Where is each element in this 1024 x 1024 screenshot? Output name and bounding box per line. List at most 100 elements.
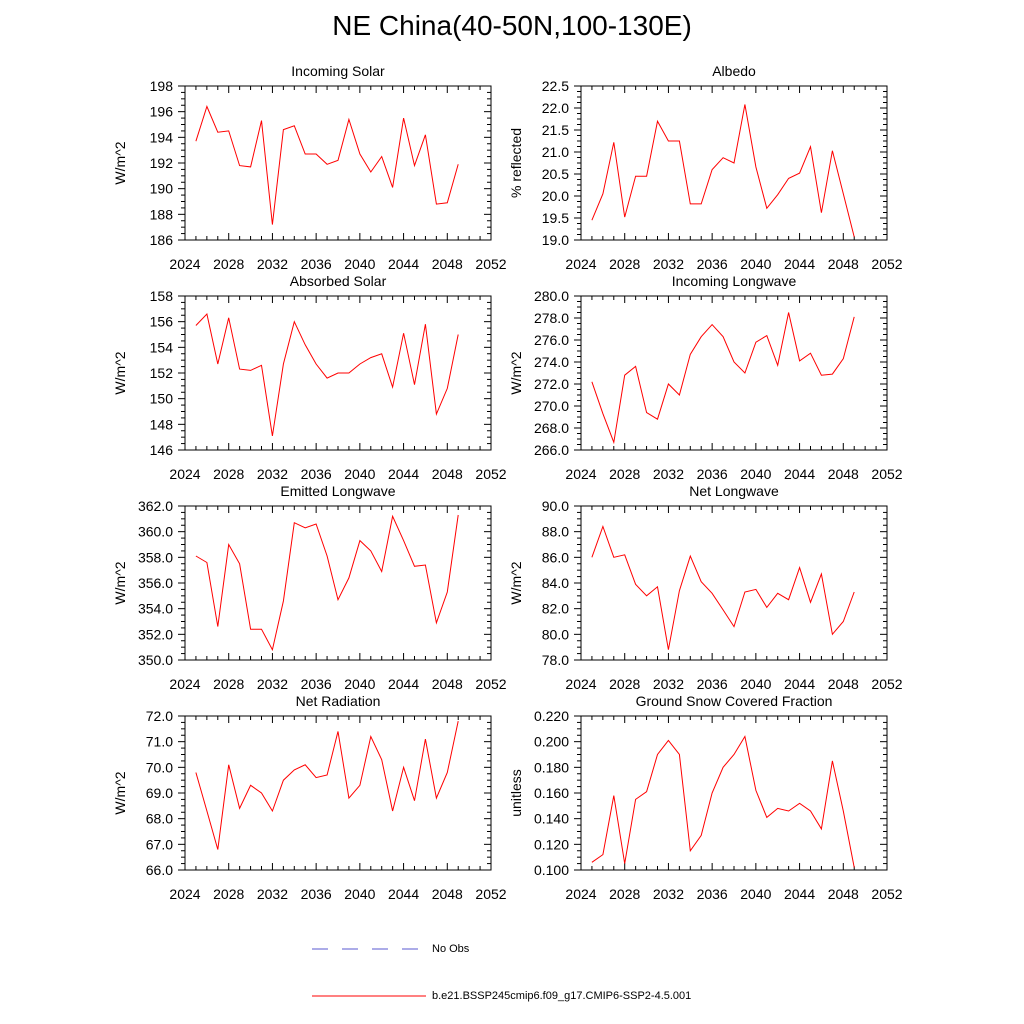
panel-title: Absorbed Solar: [290, 273, 387, 289]
panel-frame: [184, 85, 492, 241]
y-tick-label: 360.0: [138, 524, 173, 540]
y-axis-label: unitless: [508, 769, 524, 816]
y-tick-label: 0.220: [534, 708, 569, 724]
y-tick-label: 270.0: [534, 398, 569, 414]
legend-case-label: b.e21.BSSP245cmip6.f09_g17.CMIP6-SSP2-4.…: [432, 990, 692, 1002]
y-tick-label: 148: [150, 416, 174, 432]
series-line: [195, 514, 459, 652]
y-tick-label: 70.0: [146, 759, 173, 775]
y-tick-label: 69.0: [146, 785, 173, 801]
x-tick-label: 2032: [257, 886, 288, 902]
x-tick-label: 2052: [871, 886, 902, 902]
y-tick-label: 0.120: [534, 836, 569, 852]
x-tick-label: 2028: [213, 886, 244, 902]
x-tick-label: 2032: [653, 676, 684, 692]
series-line: [591, 312, 855, 445]
x-tick-label: 2044: [784, 256, 815, 272]
y-tick-label: 0.180: [534, 759, 569, 775]
x-tick-label: 2032: [257, 256, 288, 272]
y-axis-label: W/m^2: [112, 141, 128, 184]
y-tick-label: 154: [150, 339, 174, 355]
y-tick-label: 20.0: [542, 188, 569, 204]
y-tick-label: 20.5: [542, 166, 569, 182]
x-tick-label: 2040: [740, 676, 771, 692]
panel-title: Net Radiation: [296, 693, 381, 709]
y-tick-label: 84.0: [542, 575, 569, 591]
x-tick-label: 2024: [565, 466, 596, 482]
x-tick-label: 2024: [169, 886, 200, 902]
x-tick-label: 2036: [697, 676, 728, 692]
x-tick-label: 2044: [784, 466, 815, 482]
x-tick-label: 2040: [344, 676, 375, 692]
x-tick-label: 2048: [828, 676, 859, 692]
series-line: [195, 312, 459, 436]
x-tick-label: 2048: [828, 886, 859, 902]
x-tick-label: 2032: [653, 256, 684, 272]
panel-title: Net Longwave: [689, 483, 779, 499]
y-tick-label: 19.5: [542, 210, 569, 226]
panel-title: Incoming Longwave: [672, 273, 797, 289]
y-tick-label: 22.5: [542, 78, 569, 94]
y-tick-label: 358.0: [138, 549, 173, 565]
x-tick-label: 2024: [565, 256, 596, 272]
y-tick-label: 80.0: [542, 626, 569, 642]
x-tick-label: 2052: [871, 466, 902, 482]
x-tick-label: 2028: [609, 466, 640, 482]
panel-title: Ground Snow Covered Fraction: [636, 693, 833, 709]
x-tick-label: 2052: [475, 886, 506, 902]
y-tick-label: 350.0: [138, 652, 173, 668]
x-tick-label: 2036: [301, 256, 332, 272]
x-tick-label: 2028: [609, 256, 640, 272]
y-tick-label: 19.0: [542, 232, 569, 248]
y-tick-label: 71.0: [146, 734, 173, 750]
y-tick-label: 72.0: [146, 708, 173, 724]
x-tick-label: 2044: [388, 676, 419, 692]
chart-panel-2: Absorbed Solar W/m^2 2024 2028 2032 2036 2040 2…: [112, 273, 507, 482]
panel-title: Albedo: [712, 63, 756, 79]
y-tick-label: 150: [150, 391, 174, 407]
series-line: [591, 735, 855, 868]
y-axis-label: % reflected: [508, 128, 524, 198]
y-tick-label: 22.0: [542, 100, 569, 116]
y-tick-label: 190: [150, 181, 174, 197]
y-tick-label: 272.0: [534, 376, 569, 392]
y-axis-label: W/m^2: [112, 351, 128, 394]
x-tick-label: 2048: [432, 886, 463, 902]
panel-title: Emitted Longwave: [280, 483, 395, 499]
series-line: [195, 105, 459, 225]
y-tick-label: 196: [150, 104, 174, 120]
x-tick-label: 2044: [784, 676, 815, 692]
y-tick-label: 192: [150, 155, 174, 171]
y-tick-label: 278.0: [534, 310, 569, 326]
y-tick-label: 86.0: [542, 549, 569, 565]
y-tick-label: 194: [150, 129, 174, 145]
chart-panel-5: Net Longwave W/m^2 2024 2028 2032 2036 2040 204…: [508, 483, 903, 692]
x-tick-label: 2044: [784, 886, 815, 902]
x-tick-label: 2032: [653, 466, 684, 482]
x-tick-label: 2024: [169, 676, 200, 692]
panel-frame: [184, 505, 492, 661]
y-tick-label: 186: [150, 232, 174, 248]
chart-panel-0: Incoming Solar W/m^2 2024 2028 2032 2036 2040 2…: [112, 63, 507, 272]
x-tick-label: 2052: [475, 676, 506, 692]
y-axis-label: W/m^2: [112, 771, 128, 814]
y-tick-label: 82.0: [542, 601, 569, 617]
y-tick-label: 88.0: [542, 524, 569, 540]
y-tick-label: 21.0: [542, 144, 569, 160]
x-tick-label: 2036: [301, 886, 332, 902]
y-tick-label: 67.0: [146, 836, 173, 852]
y-tick-label: 152: [150, 365, 174, 381]
y-tick-label: 21.5: [542, 122, 569, 138]
legend-obs-label: No Obs: [432, 943, 470, 955]
x-tick-label: 2028: [213, 466, 244, 482]
y-tick-label: 0.200: [534, 734, 569, 750]
y-tick-label: 280.0: [534, 288, 569, 304]
series-line: [195, 720, 459, 850]
page-title: NE China(40-50N,100-130E): [332, 10, 692, 41]
y-tick-label: 356.0: [138, 575, 173, 591]
chart-panel-3: Incoming Longwave W/m^2 2024 2028 2032 2036 20…: [508, 273, 903, 482]
y-axis-label: W/m^2: [508, 561, 524, 604]
x-tick-label: 2036: [301, 676, 332, 692]
x-tick-label: 2028: [609, 676, 640, 692]
